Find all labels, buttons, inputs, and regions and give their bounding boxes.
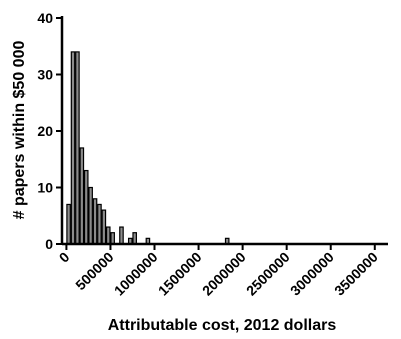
y-ticks-group: 0 10 20 30 40 [37,10,62,252]
histogram-bar [83,169,89,245]
y-axis-label: # papers within $50 000 [11,41,28,220]
histogram-bar [132,232,137,245]
x-ticks-group: 0 500000100000015000002000000250000030000… [56,244,381,299]
y-tick-label: 10 [37,180,53,196]
histogram-bar [79,147,85,245]
axes-group [60,16,388,246]
x-tick-label: 0 [56,249,73,266]
histogram-bar [66,203,71,245]
x-tick-label: 3000000 [287,249,337,299]
y-tick-label: 40 [37,10,53,26]
histogram-bar [97,203,102,245]
x-tick-label: 3500000 [331,249,381,299]
x-tick-label: 2000000 [199,249,249,299]
histogram-bar [70,51,76,245]
y-tick-label: 0 [45,236,53,252]
bars-group [66,51,230,245]
x-tick-label: 1500000 [155,249,205,299]
histogram-bar [105,226,111,245]
histogram-bar [75,51,80,245]
x-tick-label: 2500000 [243,249,293,299]
y-tick-label: 20 [37,123,53,139]
x-axis-label: Attributable cost, 2012 dollars [108,317,337,334]
x-tick-label: 1000000 [111,249,161,299]
histogram-bar [92,198,98,245]
histogram-bar [119,226,124,245]
histogram-bar [110,232,115,245]
x-tick-label: 500000 [72,249,116,293]
histogram-bar [88,186,93,245]
histogram-bar [101,209,107,245]
y-tick-label: 30 [37,67,53,83]
